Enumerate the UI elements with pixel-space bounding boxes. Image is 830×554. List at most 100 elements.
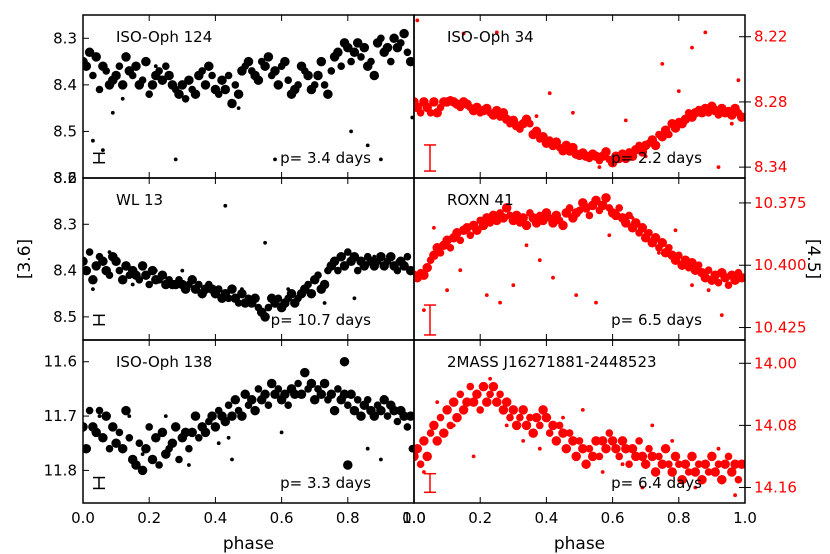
y-tick-label: 8.2 [53, 169, 77, 187]
y-tick-label: 8.4 [53, 76, 77, 94]
data-point [422, 262, 432, 273]
data-point [621, 218, 631, 228]
data-point [344, 248, 352, 256]
data-point [387, 57, 395, 66]
data-point [111, 256, 121, 267]
data-point [506, 413, 514, 422]
data-point [690, 45, 694, 50]
data-point [665, 244, 673, 252]
data-point [357, 53, 365, 61]
data-point [223, 203, 228, 208]
data-point [187, 463, 191, 467]
data-point [363, 396, 372, 404]
data-point [224, 71, 233, 80]
data-point [528, 428, 538, 438]
data-point [538, 215, 548, 226]
data-point [687, 451, 697, 462]
y-tick-label: 10.400 [754, 256, 807, 274]
data-point [414, 451, 419, 462]
data-point [137, 465, 148, 476]
data-point [91, 261, 101, 271]
data-point [190, 89, 201, 99]
data-point [399, 261, 409, 271]
y-tick-label: 8.5 [53, 122, 77, 140]
data-point [665, 460, 673, 469]
data-point [405, 56, 414, 67]
data-point [736, 459, 745, 469]
data-point [111, 438, 121, 448]
data-point [508, 405, 519, 415]
data-point [635, 437, 643, 445]
data-point [349, 129, 353, 134]
data-point [548, 218, 558, 228]
data-point [382, 42, 393, 53]
data-point [327, 67, 336, 75]
data-point [660, 443, 671, 454]
data-point [694, 261, 703, 270]
data-point [83, 256, 88, 267]
data-point [710, 467, 720, 477]
data-point [115, 266, 124, 275]
data-point [389, 33, 399, 44]
data-point [511, 420, 522, 431]
x-tick-label: 0.2 [468, 509, 492, 527]
data-point [111, 70, 121, 81]
data-point [458, 268, 463, 273]
data-point [419, 436, 429, 446]
data-point [551, 436, 562, 446]
data-point [476, 406, 485, 414]
data-point [645, 444, 653, 453]
data-point [195, 434, 203, 442]
data-point [346, 389, 356, 400]
data-point [429, 250, 439, 261]
data-point [313, 70, 323, 81]
x-tick-label: 0.2 [137, 509, 161, 527]
y-tick-label: 14.08 [754, 416, 797, 434]
data-point [185, 444, 193, 453]
data-point [697, 474, 707, 485]
data-point [89, 71, 97, 80]
data-point [597, 165, 602, 170]
data-point [217, 75, 227, 85]
data-point [274, 294, 283, 303]
data-point [484, 293, 489, 297]
data-point [389, 405, 399, 416]
data-point [234, 299, 243, 307]
data-point [426, 429, 435, 437]
data-point [422, 451, 432, 462]
data-point [516, 413, 524, 422]
y-tick-label: 8.5 [53, 308, 77, 326]
data-point [650, 233, 661, 243]
data-point [306, 288, 317, 299]
data-point [545, 429, 554, 437]
data-point [337, 62, 346, 70]
data-point [379, 457, 383, 462]
data-point [675, 460, 683, 469]
data-point [284, 76, 293, 84]
data-point [468, 397, 479, 407]
data-point [393, 266, 402, 275]
data-point [329, 256, 340, 267]
data-point [236, 106, 241, 110]
data-point [207, 411, 217, 421]
data-point [386, 251, 396, 262]
data-point [488, 381, 499, 392]
data-point [260, 312, 270, 322]
data-point [224, 401, 233, 410]
data-point [117, 275, 128, 285]
data-point [115, 428, 124, 437]
data-point [640, 459, 651, 469]
data-point [623, 118, 628, 123]
data-point [724, 452, 733, 461]
data-point [501, 397, 512, 407]
data-point [339, 261, 350, 271]
data-point [233, 89, 244, 99]
data-point [102, 67, 110, 75]
x-tick-label: 0.4 [534, 509, 558, 527]
data-point [319, 378, 330, 389]
data-point [561, 443, 572, 454]
data-point [107, 250, 112, 255]
data-point [534, 114, 539, 118]
data-point [670, 439, 675, 443]
data-point [707, 451, 717, 462]
